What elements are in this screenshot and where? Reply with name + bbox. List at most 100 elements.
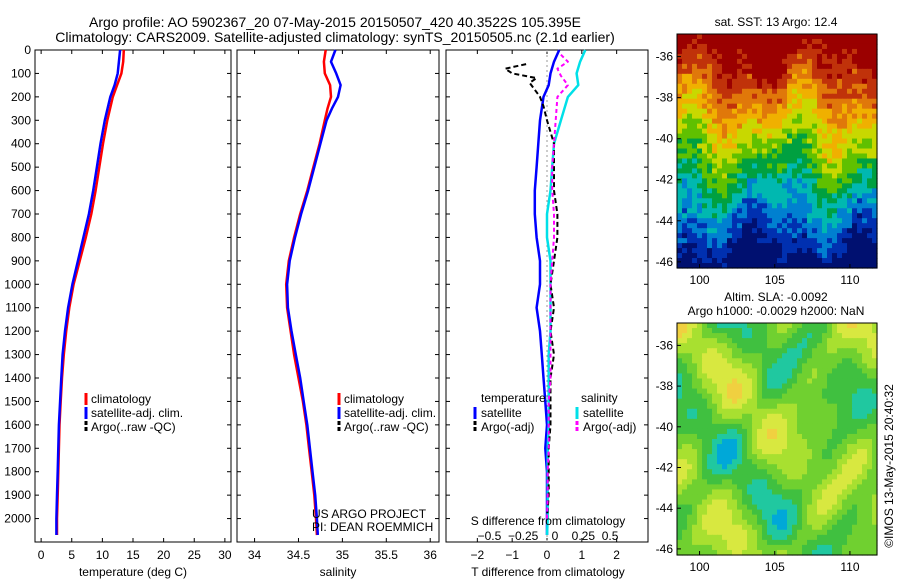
heatmap-cell (712, 413, 718, 420)
heatmap-cell (872, 413, 878, 420)
heatmap-cell (732, 479, 738, 485)
heatmap-cell (717, 444, 723, 450)
heatmap-cell (847, 88, 853, 95)
heatmap-cell (812, 408, 818, 415)
heatmap-cell (697, 178, 703, 184)
heatmap-cell (857, 464, 863, 470)
heatmap-cell (822, 474, 828, 480)
heatmap-cell (837, 509, 843, 516)
heatmap-cell (757, 63, 763, 70)
depth-tick-label: 300 (11, 113, 31, 127)
heatmap-cell (827, 393, 833, 400)
heatmap-cell (762, 63, 768, 70)
heatmap-cell (782, 358, 788, 364)
heatmap-cell (827, 469, 833, 475)
heatmap-cell (872, 323, 878, 329)
heatmap-cell (702, 363, 708, 369)
heatmap-cell (797, 158, 803, 165)
heatmap-cell (722, 248, 728, 254)
heatmap-cell (787, 328, 793, 334)
heatmap-cell (867, 383, 873, 390)
heatmap-cell (872, 353, 878, 359)
heatmap-cell (862, 423, 868, 430)
heatmap-cell (682, 183, 688, 189)
heatmap-cell (847, 93, 853, 100)
heatmap-cell (837, 464, 843, 470)
heatmap-cell (697, 529, 703, 536)
heatmap-cell (807, 218, 813, 224)
heatmap-cell (837, 78, 843, 85)
heatmap-cell (722, 479, 728, 485)
heatmap-cell (812, 248, 818, 254)
difference-xlabel: T difference from climatology (471, 565, 625, 579)
heatmap-cell (732, 418, 738, 425)
heatmap-cell (867, 253, 873, 259)
heatmap-cell (852, 58, 858, 65)
heatmap-cell (702, 83, 708, 90)
heatmap-cell (772, 168, 778, 175)
heatmap-cell (682, 93, 688, 100)
heatmap-cell (737, 153, 743, 160)
heatmap-cell (717, 43, 723, 50)
heatmap-cell (747, 198, 753, 204)
heatmap-cell (732, 228, 738, 234)
heatmap-cell (807, 78, 813, 85)
heatmap-cell (812, 118, 818, 125)
heatmap-cell (832, 203, 838, 209)
heatmap-cell (857, 133, 863, 140)
heatmap-cell (682, 534, 688, 541)
heatmap-cell (777, 509, 783, 516)
heatmap-cell (777, 263, 783, 269)
heatmap-cell (712, 38, 718, 45)
heatmap-cell (822, 539, 828, 546)
heatmap-cell (707, 338, 713, 344)
heatmap-cell (827, 168, 833, 175)
heatmap-cell (802, 78, 808, 85)
heatmap-cell (677, 353, 683, 359)
heatmap-cell (737, 494, 743, 501)
heatmap-cell (737, 38, 743, 45)
legend-satellite-label: satellite-adj. clim. (91, 406, 183, 420)
heatmap-cell (857, 123, 863, 130)
heatmap-cell (737, 479, 743, 485)
salinity-lines (284, 49, 342, 536)
heatmap-cell (867, 43, 873, 50)
heatmap-cell (862, 454, 868, 460)
heatmap-cell (747, 323, 753, 329)
heatmap-cell (687, 38, 693, 45)
heatmap-cell (817, 368, 823, 375)
heatmap-cell (862, 544, 868, 551)
heatmap-cell (837, 263, 843, 269)
heatmap-cell (832, 43, 838, 50)
heatmap-cell (767, 509, 773, 516)
heatmap-cell (722, 383, 728, 390)
heatmap-cell (782, 449, 788, 455)
heatmap-cell (737, 243, 743, 249)
heatmap-cell (767, 133, 773, 140)
heatmap-cell (752, 454, 758, 460)
heatmap-cell (812, 153, 818, 160)
heatmap-cell (867, 193, 873, 199)
heatmap-cell (852, 63, 858, 70)
heatmap-cell (677, 93, 683, 100)
heatmap-cell (767, 534, 773, 541)
heatmap-cell (802, 494, 808, 501)
heatmap-cell (847, 504, 853, 511)
heatmap-cell (827, 53, 833, 60)
heatmap-cell (827, 383, 833, 390)
heatmap-cell (727, 113, 733, 120)
heatmap-cell (677, 153, 683, 160)
heatmap-cell (782, 539, 788, 546)
heatmap-cell (792, 363, 798, 369)
heatmap-cell (747, 223, 753, 229)
heatmap-cell (707, 418, 713, 425)
heatmap-cell (762, 253, 768, 259)
heatmap-cell (827, 358, 833, 364)
heatmap-cell (827, 363, 833, 369)
heatmap-cell (722, 323, 728, 329)
heatmap-cell (677, 539, 683, 546)
heatmap-cell (727, 258, 733, 264)
heatmap-cell (707, 544, 713, 551)
heatmap-cell (812, 383, 818, 390)
map-x-tick-label: 110 (840, 273, 859, 287)
